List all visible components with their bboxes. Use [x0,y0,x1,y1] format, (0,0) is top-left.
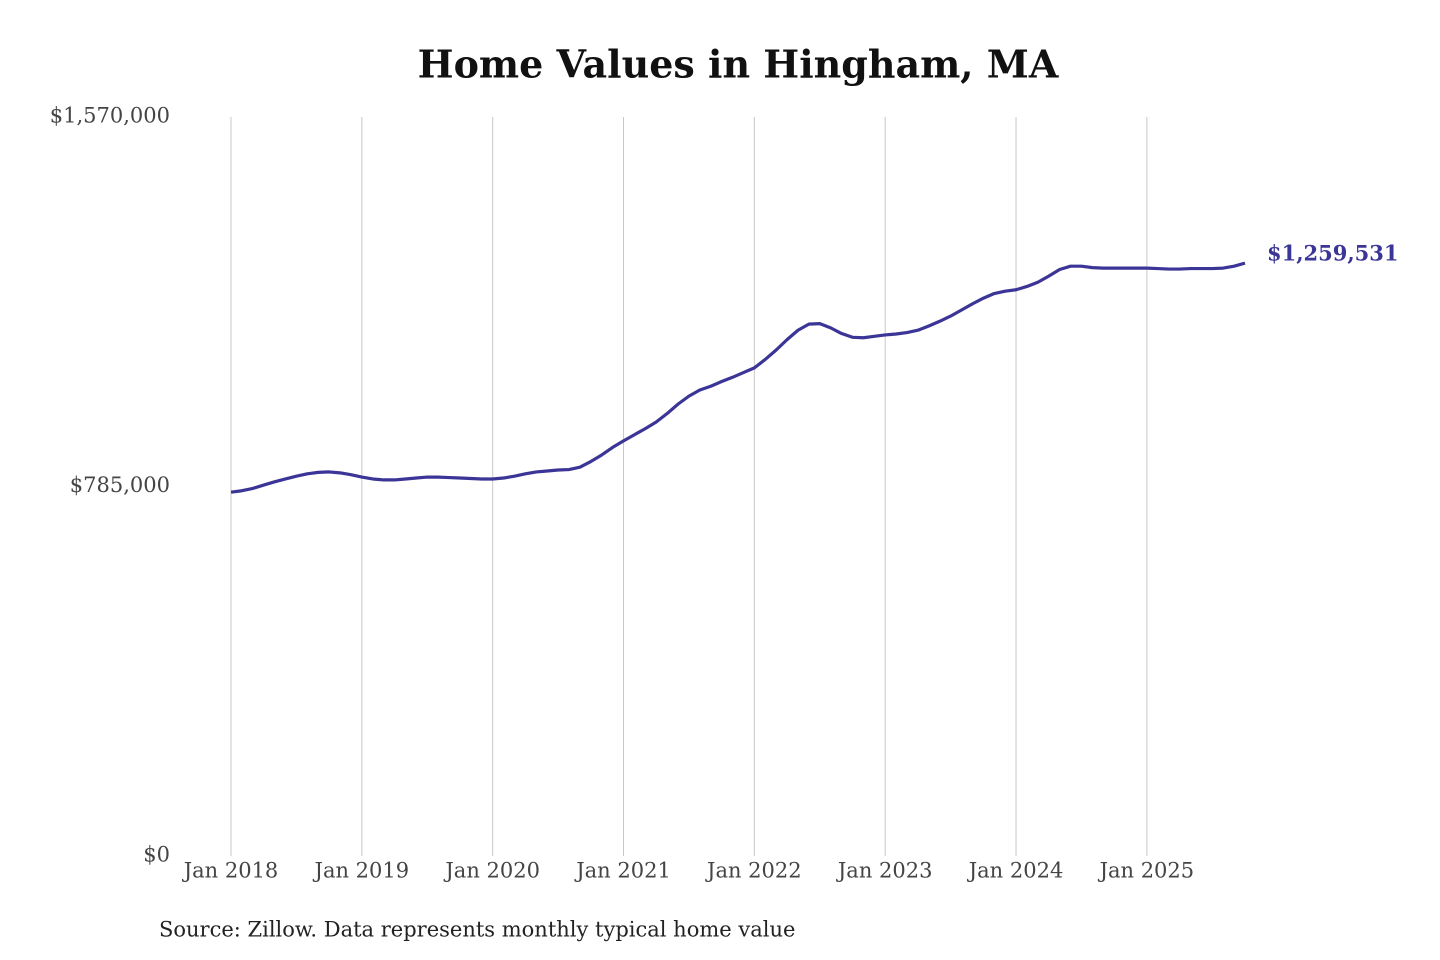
y-tick-label: $1,570,000 [50,104,170,128]
y-tick-label: $0 [143,843,170,867]
x-tick-label: Jan 2018 [182,859,279,883]
x-tick-label: Jan 2021 [574,859,671,883]
x-tick-label: Jan 2022 [705,859,802,883]
x-tick-label: Jan 2019 [313,859,410,883]
y-tick-label: $785,000 [70,473,170,497]
source-note: Source: Zillow. Data represents monthly … [159,918,795,942]
chart-title: Home Values in Hingham, MA [418,42,1059,87]
x-tick-label: Jan 2020 [443,859,540,883]
x-tick-label: Jan 2025 [1098,859,1195,883]
x-tick-label: Jan 2024 [967,859,1064,883]
x-tick-label: Jan 2023 [836,859,933,883]
value-label: $1,259,531 [1267,241,1399,266]
line [230,261,1246,494]
